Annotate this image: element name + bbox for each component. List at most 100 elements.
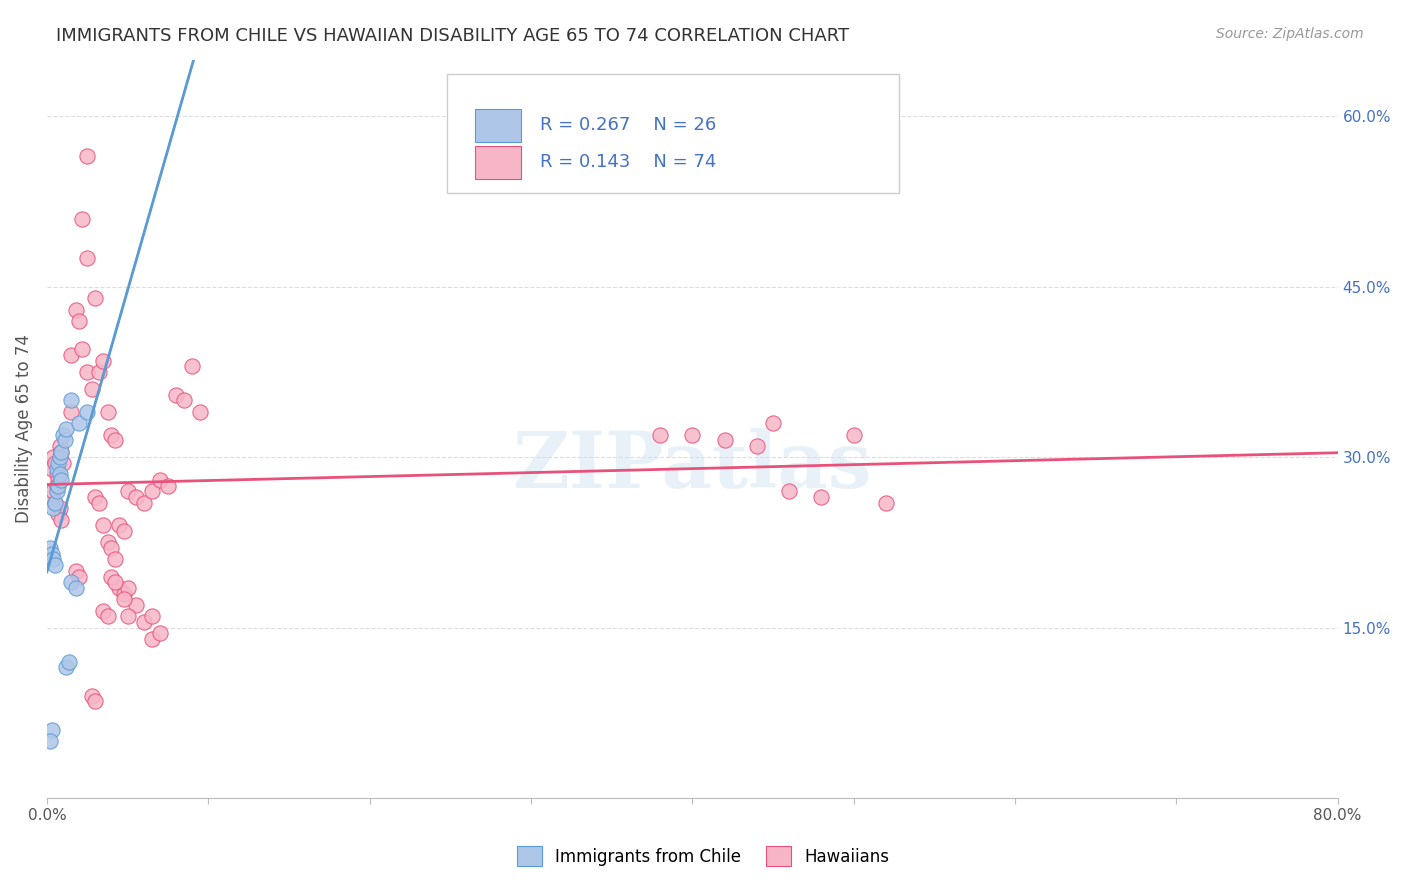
- Point: [810, 490, 832, 504]
- Point: [41, 547, 63, 561]
- Point: [65, 581, 87, 595]
- Point: [117, 484, 139, 499]
- Point: [117, 609, 139, 624]
- Point: [42, 450, 65, 465]
- Point: [87, 365, 110, 379]
- Text: ZIPatlas: ZIPatlas: [512, 428, 872, 504]
- Point: [45, 484, 67, 499]
- Point: [97, 535, 120, 549]
- Point: [39, 734, 62, 748]
- Point: [84, 291, 107, 305]
- Point: [72, 211, 94, 226]
- Point: [46, 473, 69, 487]
- Point: [93, 353, 115, 368]
- Point: [45, 461, 67, 475]
- Point: [60, 348, 83, 362]
- Point: [53, 433, 76, 447]
- Point: [51, 473, 73, 487]
- Point: [156, 478, 179, 492]
- Point: [44, 496, 66, 510]
- Point: [80, 382, 103, 396]
- Point: [648, 427, 671, 442]
- Text: Source: ZipAtlas.com: Source: ZipAtlas.com: [1216, 27, 1364, 41]
- Point: [100, 569, 122, 583]
- Point: [60, 405, 83, 419]
- Point: [97, 405, 120, 419]
- Point: [165, 388, 187, 402]
- Point: [39, 541, 62, 555]
- Point: [65, 564, 87, 578]
- Point: [65, 302, 87, 317]
- Point: [55, 422, 77, 436]
- Point: [124, 598, 146, 612]
- Point: [149, 626, 172, 640]
- Point: [842, 427, 865, 442]
- Point: [713, 433, 735, 447]
- Point: [51, 444, 73, 458]
- Point: [778, 484, 800, 499]
- Point: [108, 581, 131, 595]
- Point: [181, 359, 204, 374]
- Point: [84, 490, 107, 504]
- Point: [45, 467, 67, 482]
- Text: IMMIGRANTS FROM CHILE VS HAWAIIAN DISABILITY AGE 65 TO 74 CORRELATION CHART: IMMIGRANTS FROM CHILE VS HAWAIIAN DISABI…: [56, 27, 849, 45]
- Point: [141, 632, 163, 646]
- Point: [76, 365, 98, 379]
- Point: [49, 450, 72, 465]
- Point: [49, 439, 72, 453]
- Point: [49, 467, 72, 482]
- Point: [42, 484, 65, 499]
- Point: [52, 427, 75, 442]
- Point: [188, 405, 211, 419]
- Point: [93, 604, 115, 618]
- Point: [46, 478, 69, 492]
- Point: [41, 490, 63, 504]
- Point: [60, 575, 83, 590]
- Point: [52, 456, 75, 470]
- Point: [112, 524, 135, 538]
- Point: [44, 558, 66, 573]
- Point: [60, 393, 83, 408]
- Point: [173, 393, 195, 408]
- Point: [875, 496, 897, 510]
- Point: [104, 552, 127, 566]
- Point: [67, 569, 90, 583]
- Point: [132, 615, 155, 629]
- Point: [104, 575, 127, 590]
- Text: R = 0.143    N = 74: R = 0.143 N = 74: [540, 153, 716, 171]
- Point: [67, 416, 90, 430]
- Point: [87, 496, 110, 510]
- Point: [67, 314, 90, 328]
- Point: [42, 552, 65, 566]
- Point: [72, 343, 94, 357]
- Point: [762, 416, 785, 430]
- Point: [76, 252, 98, 266]
- Point: [76, 405, 98, 419]
- Point: [80, 689, 103, 703]
- Point: [76, 149, 98, 163]
- Point: [681, 427, 703, 442]
- Point: [44, 456, 66, 470]
- Point: [46, 507, 69, 521]
- Text: R = 0.267    N = 26: R = 0.267 N = 26: [540, 116, 716, 134]
- FancyBboxPatch shape: [475, 109, 520, 142]
- Point: [93, 518, 115, 533]
- Point: [132, 496, 155, 510]
- Point: [141, 609, 163, 624]
- Point: [58, 655, 80, 669]
- Point: [46, 456, 69, 470]
- Point: [45, 478, 67, 492]
- Y-axis label: Disability Age 65 to 74: Disability Age 65 to 74: [15, 334, 32, 524]
- Point: [100, 541, 122, 555]
- Point: [49, 501, 72, 516]
- FancyBboxPatch shape: [447, 74, 898, 193]
- FancyBboxPatch shape: [475, 145, 520, 179]
- Legend: Immigrants from Chile, Hawaiians: Immigrants from Chile, Hawaiians: [509, 838, 897, 875]
- Point: [41, 723, 63, 737]
- Point: [42, 501, 65, 516]
- Point: [141, 484, 163, 499]
- Point: [117, 581, 139, 595]
- Point: [44, 496, 66, 510]
- Point: [104, 433, 127, 447]
- Point: [108, 518, 131, 533]
